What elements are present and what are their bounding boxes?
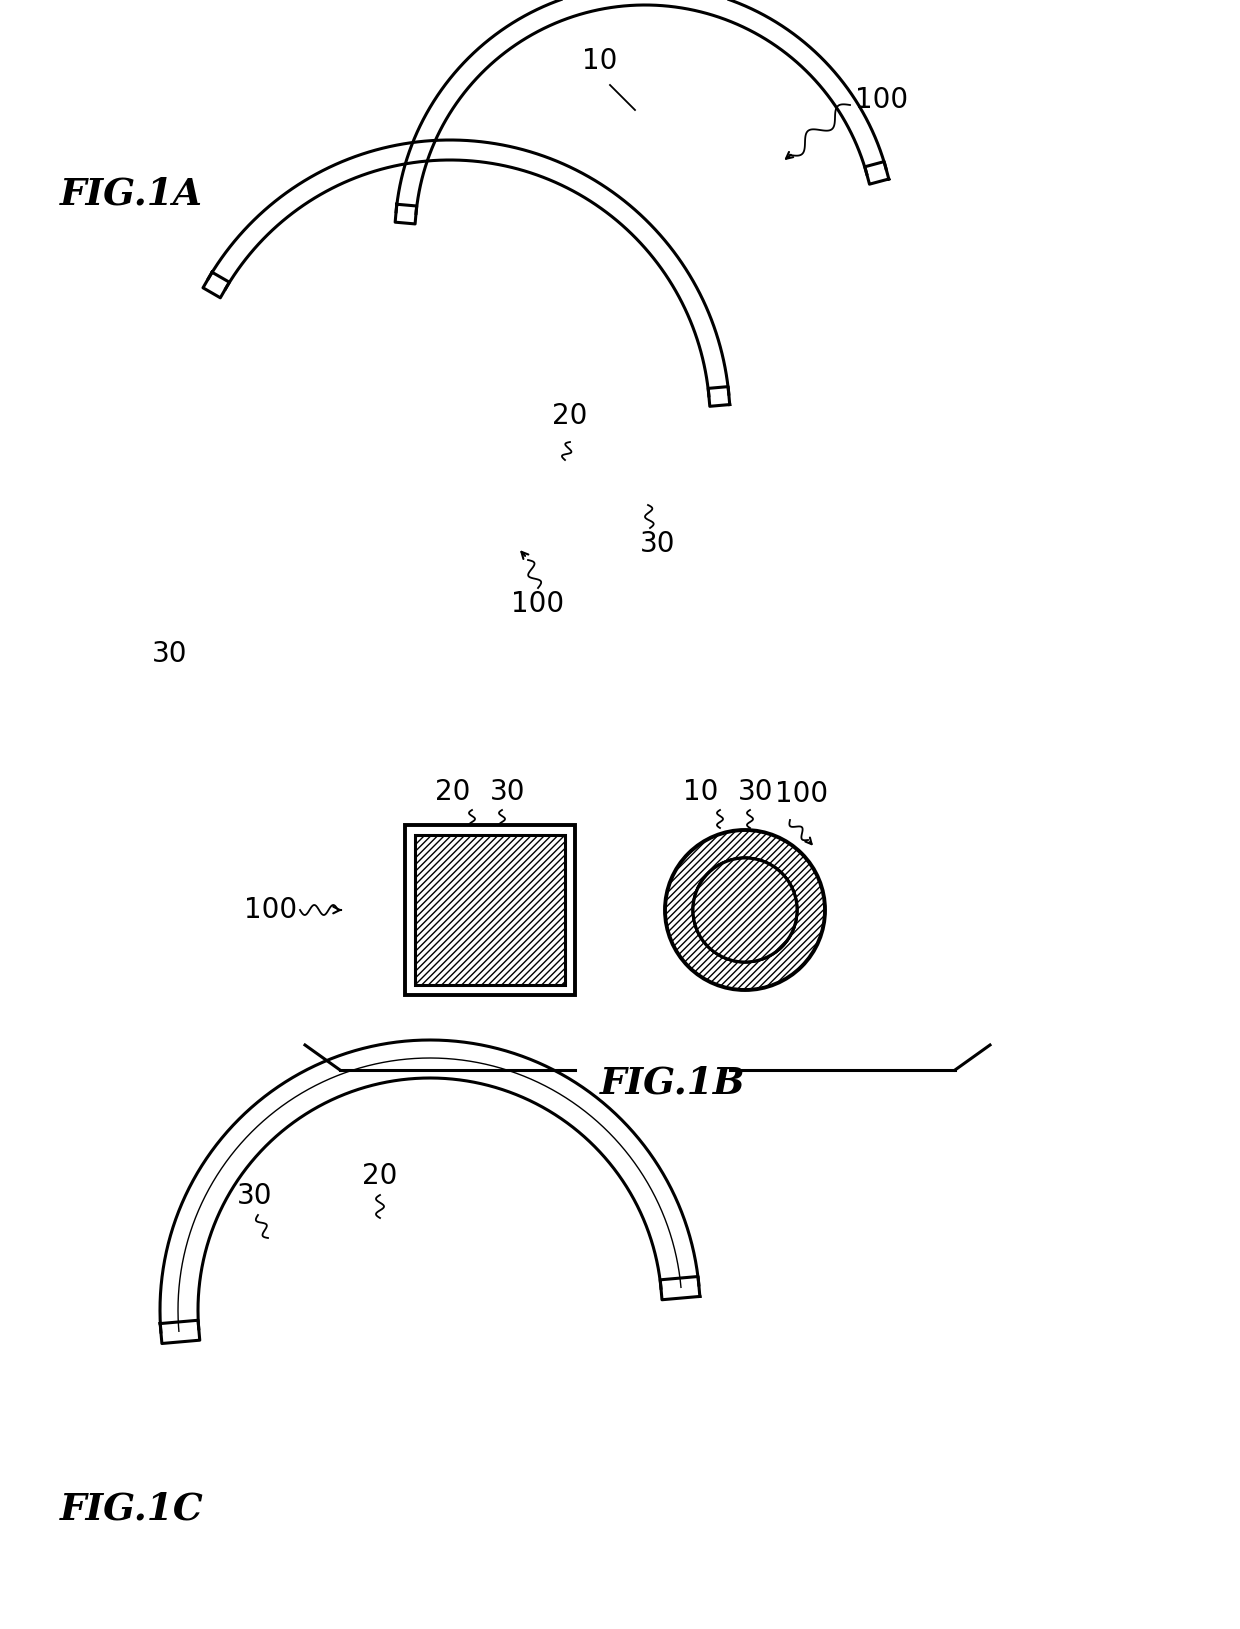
Text: 100: 100 (244, 896, 298, 924)
Text: 30: 30 (153, 640, 187, 668)
Bar (405, 824, 575, 995)
Text: 30: 30 (640, 529, 676, 559)
Text: 100: 100 (775, 780, 828, 808)
Circle shape (693, 858, 797, 963)
Text: 100: 100 (511, 590, 564, 617)
Text: 10: 10 (683, 779, 718, 806)
Text: 20: 20 (435, 779, 470, 806)
Text: 100: 100 (856, 86, 908, 114)
Text: FIG.1A: FIG.1A (60, 174, 203, 212)
Circle shape (665, 831, 825, 990)
Bar (415, 836, 565, 986)
Text: 20: 20 (362, 1161, 398, 1191)
Text: 30: 30 (490, 779, 526, 806)
Circle shape (693, 858, 797, 963)
Text: FIG.1C: FIG.1C (60, 1491, 203, 1526)
Text: 30: 30 (738, 779, 774, 806)
Text: 30: 30 (237, 1183, 273, 1210)
Text: 10: 10 (583, 47, 618, 75)
Text: 20: 20 (552, 402, 588, 430)
Circle shape (693, 858, 797, 963)
Text: FIG.1B: FIG.1B (600, 1065, 745, 1101)
